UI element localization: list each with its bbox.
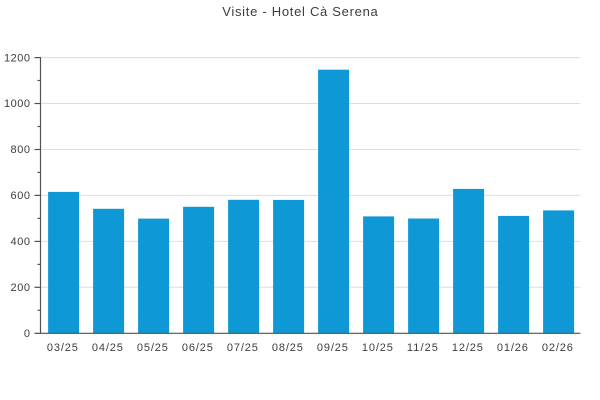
svg-text:02/26: 02/26 bbox=[542, 342, 573, 354]
svg-text:800: 800 bbox=[11, 144, 31, 156]
svg-text:11/25: 11/25 bbox=[407, 342, 438, 354]
svg-text:600: 600 bbox=[11, 190, 31, 202]
svg-text:04/25: 04/25 bbox=[92, 342, 123, 354]
svg-text:12/25: 12/25 bbox=[452, 342, 483, 354]
svg-text:1000: 1000 bbox=[4, 98, 30, 110]
svg-text:06/25: 06/25 bbox=[182, 342, 213, 354]
svg-text:10/25: 10/25 bbox=[362, 342, 393, 354]
svg-text:Visite - Hotel Cà Serena: Visite - Hotel Cà Serena bbox=[222, 4, 378, 19]
svg-text:1200: 1200 bbox=[4, 52, 30, 64]
svg-text:200: 200 bbox=[11, 282, 31, 294]
svg-text:03/25: 03/25 bbox=[47, 342, 78, 354]
svg-text:01/26: 01/26 bbox=[497, 342, 528, 354]
svg-text:05/25: 05/25 bbox=[137, 342, 168, 354]
svg-text:08/25: 08/25 bbox=[272, 342, 303, 354]
svg-text:0: 0 bbox=[24, 328, 30, 340]
svg-text:400: 400 bbox=[11, 236, 31, 248]
svg-text:07/25: 07/25 bbox=[227, 342, 258, 354]
svg-text:09/25: 09/25 bbox=[317, 342, 348, 354]
